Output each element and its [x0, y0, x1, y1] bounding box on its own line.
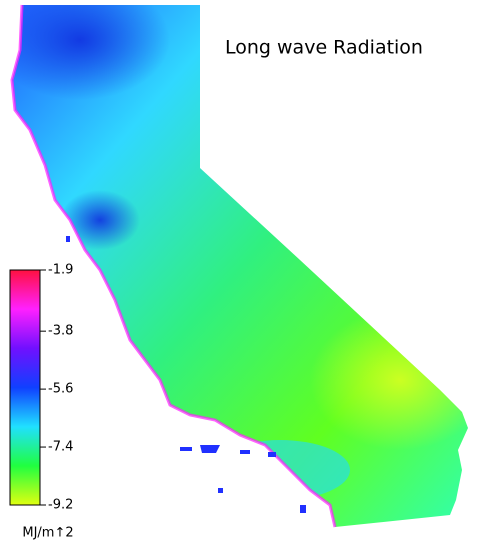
tick-label: -7.4	[48, 440, 73, 455]
tick-label: -9.2	[48, 498, 73, 513]
tick-label: -5.6	[48, 382, 73, 397]
tick-label: -3.8	[48, 324, 73, 339]
color-legend: MJ/m↑2 -1.9 -3.8 -5.6 -7.4 -9.2	[9, 263, 74, 541]
colorbar-label: MJ/m↑2	[22, 526, 73, 541]
california	[10, 4, 468, 528]
map-title: Long wave Radiation	[225, 37, 423, 59]
colorbar	[9, 269, 41, 506]
tick-label: -1.9	[48, 263, 73, 278]
